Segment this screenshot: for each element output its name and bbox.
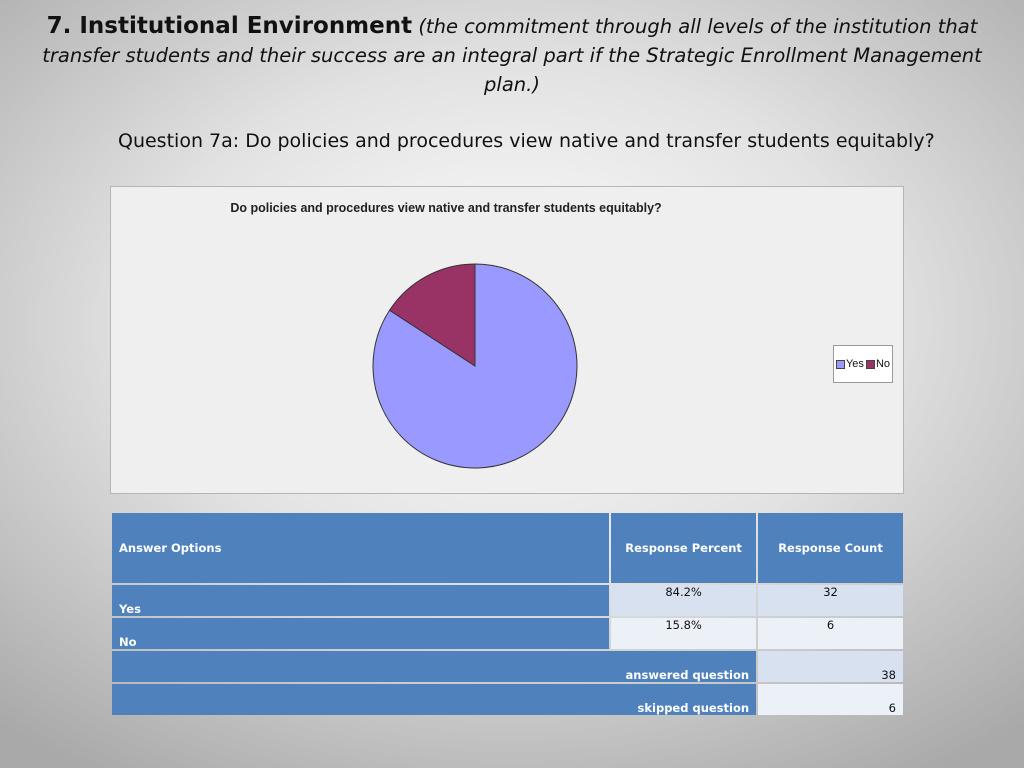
answered-question-label: answered question xyxy=(112,651,757,682)
legend-item-no: No xyxy=(865,358,890,370)
header-response-percent: Response Percent xyxy=(611,513,757,583)
legend-swatch-yes xyxy=(835,359,845,369)
chart-legend: Yes No xyxy=(833,345,893,383)
header-response-count: Response Count xyxy=(758,513,903,583)
pie-chart xyxy=(372,263,578,469)
answered-question-count: 38 xyxy=(758,651,903,682)
option-label: Yes xyxy=(112,585,610,616)
legend-item-yes: Yes xyxy=(835,358,864,370)
response-percent: 84.2% xyxy=(611,585,757,616)
answered-row: answered question 38 xyxy=(112,651,903,682)
legend-label-yes: Yes xyxy=(845,358,864,370)
response-count: 32 xyxy=(758,585,903,616)
skipped-question-count: 6 xyxy=(758,684,903,715)
question-text: Question 7a: Do policies and procedures … xyxy=(118,130,935,152)
response-percent: 15.8% xyxy=(611,618,757,649)
legend-label-no: No xyxy=(875,358,890,370)
response-table: Answer Options Response Percent Response… xyxy=(110,511,905,717)
option-label: No xyxy=(112,618,610,649)
legend-swatch-no xyxy=(865,359,875,369)
slide-heading: 7. Institutional Environment (the commit… xyxy=(40,12,984,99)
slide-heading-subtitle: (the commitment through all levels of th… xyxy=(42,15,982,96)
slide-heading-main: 7. Institutional Environment xyxy=(46,13,413,39)
table-header-row: Answer Options Response Percent Response… xyxy=(112,513,903,583)
response-count: 6 xyxy=(758,618,903,649)
table-row: Yes 84.2% 32 xyxy=(112,585,903,616)
chart-title: Do policies and procedures view native a… xyxy=(230,201,662,215)
chart-area: Do policies and procedures view native a… xyxy=(110,186,904,494)
skipped-row: skipped question 6 xyxy=(112,684,903,715)
pie-slice-no xyxy=(388,263,476,367)
table-row: No 15.8% 6 xyxy=(112,618,903,649)
pie-slice-yes xyxy=(372,263,578,469)
header-answer-options: Answer Options xyxy=(112,513,610,583)
skipped-question-label: skipped question xyxy=(112,684,757,715)
